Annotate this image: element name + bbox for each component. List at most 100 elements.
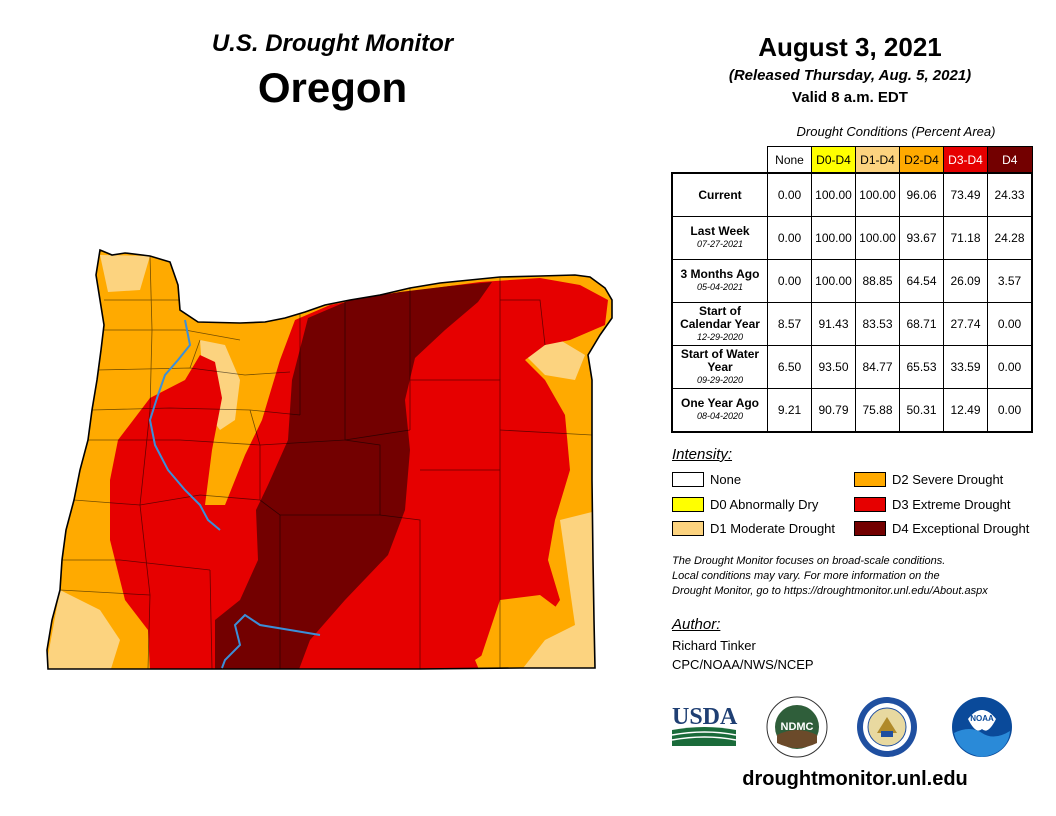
legend-label: D1 Moderate Drought (710, 520, 836, 536)
row-label: Current (671, 172, 768, 217)
willamette-river (148, 319, 221, 531)
author-heading: Author: (672, 616, 721, 633)
legend-label: D3 Extreme Drought (892, 496, 1011, 512)
col-header-d1-d4: D1-D4 (855, 146, 900, 174)
table-cell: 100.00 (855, 172, 900, 217)
row-label: 3 Months Ago 05-04-2021 (671, 259, 768, 303)
table-cell: 73.49 (943, 172, 988, 217)
table-cell: 93.67 (899, 216, 944, 260)
legend-item: D1 Moderate Drought (672, 519, 835, 537)
table-row: Last Week 07-27-2021 0.00 100.00 100.00 9… (671, 216, 1033, 260)
commerce-seal-logo (857, 697, 917, 757)
table-cell: 100.00 (811, 259, 856, 303)
table-cell: 90.79 (811, 388, 856, 433)
note-line: The Drought Monitor focuses on broad-sca… (672, 555, 946, 567)
monitor-title: U.S. Drought Monitor (211, 30, 454, 57)
release-date: (Released Thursday, Aug. 5, 2021) (728, 67, 972, 84)
table-cell: 0.00 (767, 216, 812, 260)
table-cell: 12.49 (943, 388, 988, 433)
table-cell: 68.71 (899, 302, 944, 346)
table-cell: 27.74 (943, 302, 988, 346)
note-line: Local conditions may vary. For more info… (672, 570, 940, 582)
svg-text:NOAA: NOAA (970, 714, 994, 723)
table-cell: 64.54 (899, 259, 944, 303)
table-header-row: None D0-D4 D1-D4 D2-D4 D3-D4 D4 (672, 146, 1033, 174)
d1-southeast-area (520, 510, 600, 669)
legend-swatch (854, 520, 886, 536)
table-cell: 24.33 (987, 172, 1033, 217)
drought-stats-table: None D0-D4 D1-D4 D2-D4 D3-D4 D4 Current … (671, 146, 1033, 433)
legend-swatch (672, 471, 704, 487)
row-label: Start of Calendar Year 12-29-2020 (671, 302, 768, 346)
d1-northwest-coast-area (100, 255, 150, 292)
legend-title: Intensity: (672, 446, 733, 463)
table-row: Current 0.00 100.00 100.00 96.06 73.49 2… (671, 172, 1033, 217)
svg-text:USDA: USDA (672, 704, 738, 730)
row-label: Start of Water Year 09-29-2020 (671, 345, 768, 389)
note-line: Drought Monitor, go to https://droughtmo… (672, 585, 988, 597)
table-cell: 0.00 (987, 345, 1033, 389)
table-cell: 91.43 (811, 302, 856, 346)
author-organization: CPC/NOAA/NWS/NCEP (672, 657, 814, 672)
table-cell: 71.18 (943, 216, 988, 260)
legend-swatch (672, 496, 704, 512)
table-cell: 0.00 (767, 259, 812, 303)
row-label: Last Week 07-27-2021 (671, 216, 768, 260)
oregon-state-outline (46, 248, 613, 670)
row-label: One Year Ago 08-04-2020 (671, 388, 768, 433)
col-header-none: None (767, 146, 812, 174)
valid-time: Valid 8 a.m. EDT (792, 89, 908, 106)
website-url[interactable]: droughtmonitor.unl.edu (742, 768, 968, 790)
ndmc-logo: NDMC (766, 696, 828, 758)
legend-item: D3 Extreme Drought (854, 495, 1011, 513)
legend-item: D4 Exceptional Drought (854, 519, 1029, 537)
disclaimer-note: The Drought Monitor focuses on broad-sca… (672, 554, 1042, 599)
svg-text:NDMC: NDMC (781, 721, 814, 733)
legend-swatch (672, 520, 704, 536)
table-cell: 88.85 (855, 259, 900, 303)
table-cell: 75.88 (855, 388, 900, 433)
noaa-logo: NOAA (952, 697, 1012, 757)
table-row: Start of Water Year 09-29-2020 6.50 93.50… (671, 345, 1033, 389)
table-cell: 93.50 (811, 345, 856, 389)
legend-item: D2 Severe Drought (854, 470, 1003, 488)
map-date: August 3, 2021 (758, 32, 942, 62)
table-cell: 83.53 (855, 302, 900, 346)
county-boundaries (59, 255, 593, 669)
table-cell: 8.57 (767, 302, 812, 346)
table-cell: 33.59 (943, 345, 988, 389)
table-cell: 9.21 (767, 388, 812, 433)
klamath-river (221, 613, 321, 669)
author-name: Richard Tinker (672, 638, 756, 653)
table-row: Start of Calendar Year 12-29-2020 8.57 91… (671, 302, 1033, 346)
state-title: Oregon (257, 64, 408, 111)
table-cell: 0.00 (987, 388, 1033, 433)
legend-item: D0 Abnormally Dry (672, 495, 818, 513)
table-cell: 0.00 (987, 302, 1033, 346)
table-cell: 50.31 (899, 388, 944, 433)
table-cell: 3.57 (987, 259, 1033, 303)
table-cell: 100.00 (855, 216, 900, 260)
table-row: 3 Months Ago 05-04-2021 0.00 100.00 88.85… (671, 259, 1033, 303)
legend-label: D0 Abnormally Dry (710, 496, 819, 512)
legend-item: None (672, 470, 741, 488)
col-header-d3-d4: D3-D4 (943, 146, 988, 174)
legend-swatch (854, 471, 886, 487)
table-caption: Drought Conditions (Percent Area) (796, 124, 996, 139)
table-cell: 100.00 (811, 216, 856, 260)
col-header-d4: D4 (987, 146, 1033, 174)
d4-exceptional-area (215, 282, 492, 669)
usda-logo: USDA (671, 704, 738, 746)
table-cell: 65.53 (899, 345, 944, 389)
legend-label: None (710, 471, 742, 487)
table-cell: 24.28 (987, 216, 1033, 260)
d1-southwest-area (47, 590, 120, 669)
table-row: One Year Ago 08-04-2020 9.21 90.79 75.88 … (671, 388, 1033, 433)
legend-label: D2 Severe Drought (892, 471, 1004, 487)
col-header-d2-d4: D2-D4 (899, 146, 944, 174)
legend-label: D4 Exceptional Drought (892, 520, 1030, 536)
table-cell: 96.06 (899, 172, 944, 217)
table-cell: 84.77 (855, 345, 900, 389)
table-cell: 100.00 (811, 172, 856, 217)
table-cell: 0.00 (767, 172, 812, 217)
